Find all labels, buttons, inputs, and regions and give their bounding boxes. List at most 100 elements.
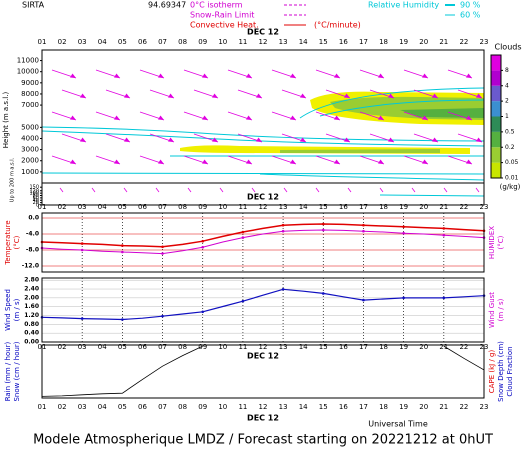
x-tick-label: 23	[480, 38, 489, 46]
series-point	[442, 233, 446, 237]
x-tick-label: 17	[359, 403, 368, 411]
wind-arrow-head	[246, 159, 252, 164]
y-tick-label: 20	[33, 200, 39, 206]
series-point	[321, 292, 325, 295]
y-tick-label: 60	[33, 195, 39, 201]
y-tick-label: -12.0	[22, 263, 39, 270]
y-tick-label: 1000	[21, 168, 39, 176]
x-tick-label: 12	[259, 403, 268, 411]
footer: Modele Atmospherique LMDZ / Forecast sta…	[33, 433, 493, 448]
x-tick-label: 10	[218, 403, 227, 411]
wind-barb	[347, 187, 352, 193]
humidity-level: 60 %	[460, 11, 481, 20]
wind-arrow-head	[202, 73, 208, 78]
colorbar-band	[491, 131, 501, 148]
x-tick-label: 04	[98, 343, 107, 351]
y-tick-label: 1.20	[24, 312, 39, 319]
y-tick-label: 10000	[17, 68, 39, 76]
series-line	[42, 345, 484, 397]
x-tick-label: 21	[439, 343, 448, 351]
wind-barb	[475, 187, 480, 193]
station: SIRTA	[22, 1, 45, 10]
y-tick-label: 1.60	[24, 303, 39, 310]
colorbar-label: 8	[505, 67, 509, 74]
series-point	[402, 296, 405, 300]
x-tick-label: 15	[319, 403, 328, 411]
wind-arrow-head	[290, 73, 296, 78]
axis-label: Temperature	[4, 220, 12, 265]
x-tick-label: 06	[138, 403, 147, 411]
y-tick-label: 2.80	[24, 277, 39, 284]
colorbar-label: 1	[505, 113, 509, 120]
wind-arrow-head	[300, 93, 306, 98]
x-tick-label: 20	[419, 38, 428, 46]
wind-arrow-head	[246, 115, 252, 120]
axis-label: (m / s)	[497, 298, 505, 321]
y-tick-label: 9000	[21, 79, 39, 87]
axis-label: Snow (cm / hour)	[13, 341, 21, 401]
series-point	[362, 229, 365, 233]
x-tick-label: 23	[480, 203, 489, 211]
wind-arrow-head	[70, 73, 76, 78]
wind-arrow-head	[290, 115, 296, 120]
wind-barb	[123, 187, 128, 193]
date-label: DEC 12	[247, 352, 279, 361]
x-tick-label: 21	[439, 203, 448, 211]
wind-barb	[443, 187, 448, 193]
series-point	[161, 252, 164, 255]
series-point	[161, 314, 164, 318]
wind-arrow-head	[70, 159, 76, 164]
wind-arrow-head	[466, 73, 472, 78]
colorbar-band	[491, 55, 501, 71]
wind-arrow-head	[80, 93, 86, 98]
x-tick-label: 16	[339, 203, 348, 211]
convective-unit: (°C/minute)	[314, 21, 361, 30]
wind-arrow-head	[114, 159, 120, 164]
wind-arrow-head	[388, 137, 394, 142]
x-tick-label: 20	[419, 343, 428, 351]
wind-arrow-head	[202, 115, 208, 120]
wind-barb	[379, 187, 384, 193]
wind-arrow-head	[378, 115, 384, 120]
x-tick-label: 12	[259, 343, 268, 351]
wind-arrow-head	[168, 93, 174, 98]
x-tick-label: 03	[78, 403, 87, 411]
x-tick-label: 15	[319, 343, 328, 351]
x-tick-label: 07	[158, 38, 167, 46]
wind-arrow-head	[290, 159, 296, 164]
x-tick-label: 09	[198, 343, 207, 351]
x-tick-label: 08	[178, 343, 187, 351]
wind-arrow-head	[476, 137, 482, 142]
wind-barb	[155, 187, 160, 193]
wind-barb	[219, 187, 224, 193]
x-tick-label: 05	[118, 203, 127, 211]
x-tick-label: 11	[238, 343, 247, 351]
wind-arrow-head	[256, 137, 262, 142]
humidity-legend: Relative Humidity	[368, 1, 439, 10]
series-point	[241, 236, 245, 239]
x-tick-label: 22	[459, 403, 468, 411]
series-point	[362, 298, 365, 302]
x-tick-label: 02	[58, 343, 67, 351]
colorbar-band	[491, 162, 501, 178]
wind-arrow-head	[422, 159, 428, 164]
y-tick-label: 40	[33, 198, 39, 204]
x-tick-label: 17	[359, 203, 368, 211]
series-point	[80, 248, 84, 252]
colorbar-label: 4	[505, 82, 509, 89]
x-tick-label: 22	[459, 38, 468, 46]
wind-arrow-head	[432, 93, 438, 98]
wind-barb	[91, 187, 96, 193]
x-tick-label: 10	[218, 38, 227, 46]
series-point	[161, 245, 164, 249]
x-tick-label: 04	[98, 38, 107, 46]
x-tick-label: 04	[98, 203, 107, 211]
wind-arrow-head	[422, 115, 428, 120]
colorbar-band	[491, 101, 501, 117]
x-tick-label: 09	[198, 403, 207, 411]
wind-arrow-head	[158, 159, 164, 164]
humidity-level: 90 %	[460, 1, 481, 10]
axis-label: (°C)	[13, 235, 21, 249]
colorbar-unit: (g/kg)	[500, 183, 521, 191]
colorbar-band	[491, 70, 501, 86]
